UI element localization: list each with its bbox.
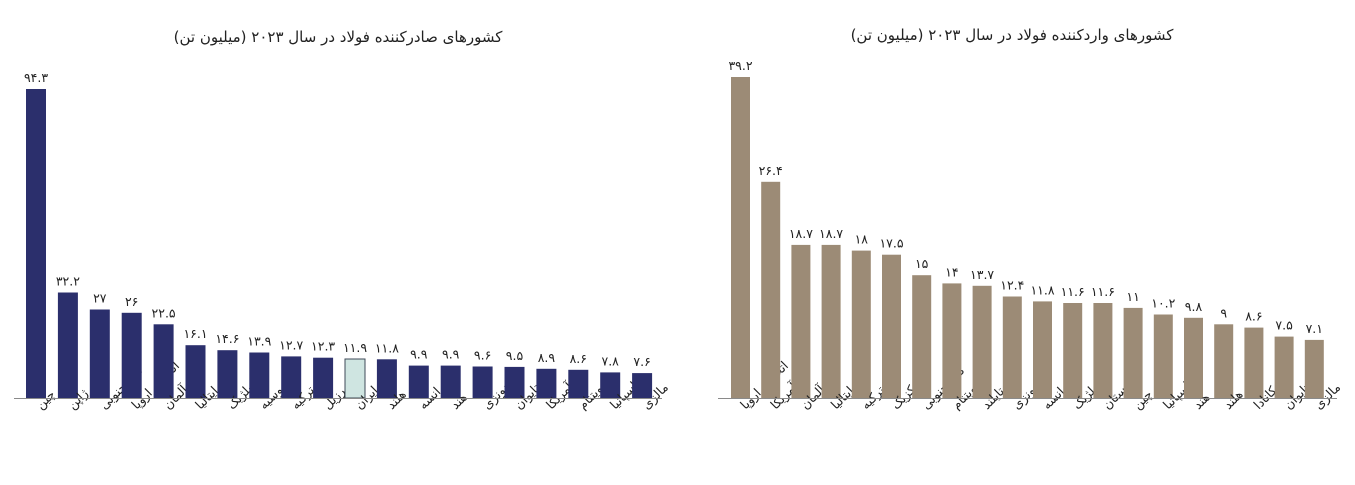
importers-bar: [1274, 336, 1294, 398]
importers-bar: [882, 254, 901, 398]
importers-bar: [942, 283, 962, 398]
importers-bar: [1184, 317, 1203, 399]
importers-value-label: ۱۴: [945, 264, 958, 279]
importers-value-label: ۱۲.۴: [1000, 278, 1024, 293]
exporters-value-label: ۱۶.۱: [183, 326, 207, 341]
importers-value-label: ۱۸: [855, 232, 869, 247]
exporters-value-label: ۹۴.۳: [24, 70, 48, 85]
chart-title-exporters: کشورهای صادرکننده فولاد در سال ۲۰۲۳ (میل…: [174, 28, 504, 46]
exporters-bar: [121, 312, 142, 398]
importers-bar: [1123, 307, 1143, 398]
importers-chart: ۳۹.۲اتحادیه اروپا۲۶.۴آمریکا۱۸.۷آلمان۱۸.۷…: [718, 58, 1344, 413]
exporters-value-label: ۱۳.۹: [247, 334, 271, 349]
exporters-value-label: ۲۶: [125, 294, 138, 309]
exporters-value-label: ۱۱.۹: [343, 340, 367, 355]
importers-bar: [912, 275, 932, 398]
exporters-bar: [217, 350, 238, 398]
importers-value-label: ۱۱: [1126, 289, 1139, 304]
exporters-bar: [26, 89, 46, 398]
exporters-value-label: ۹.۹: [410, 347, 428, 362]
importers-bar: [791, 244, 811, 398]
importers-bar: [761, 181, 781, 398]
importers-bar: [1093, 303, 1113, 398]
exporters-value-label: ۷.۶: [633, 354, 650, 369]
exporters-value-label: ۲۲.۵: [152, 305, 176, 320]
importers-bar: [1002, 296, 1022, 398]
exporters-value-label: ۹.۶: [474, 348, 491, 363]
importers-value-label: ۳۹.۲: [728, 58, 752, 73]
exporters-bar: [536, 368, 557, 398]
importers-bar: [972, 285, 992, 398]
importers-bar: [851, 250, 871, 398]
importers-bar: [1214, 324, 1234, 398]
exporters-bar: [408, 365, 429, 398]
exporters-bar: [568, 369, 589, 398]
importers-value-label: ۱۱.۸: [1030, 282, 1054, 297]
exporters-value-label: ۳۲.۲: [56, 274, 80, 289]
exporters-bar: [57, 292, 78, 398]
importers-value-label: ۹.۸: [1185, 299, 1203, 314]
exporters-bar: [440, 365, 461, 398]
exporters-value-label: ۸.۹: [538, 350, 556, 365]
exporters-bar: [472, 366, 493, 398]
exporters-value-label: ۱۲.۳: [311, 339, 335, 354]
exporters-bar: [281, 356, 302, 398]
exporters-value-label: ۹.۹: [442, 347, 460, 362]
exporters-bar: [376, 359, 397, 398]
exporters-bar: [249, 352, 270, 398]
importers-value-label: ۱۸.۷: [819, 226, 843, 241]
exporters-bar: [313, 357, 334, 398]
chart-title-importers: کشورهای واردکننده فولاد در سال ۲۰۲۳ (میل…: [851, 26, 1175, 44]
exporters-bar: [89, 309, 110, 398]
importers-value-label: ۲۶.۴: [759, 163, 783, 178]
exporters-bar: [185, 345, 206, 398]
exporters-value-label: ۹.۵: [506, 348, 524, 363]
importers-value-label: ۸.۶: [1245, 309, 1262, 324]
importers-value-label: ۱۰.۲: [1151, 296, 1175, 311]
exporters-value-label: ۱۴.۶: [215, 331, 239, 346]
importers-bar: [1304, 339, 1324, 398]
exporters-bar: [632, 373, 653, 398]
importers-value-label: ۱۱.۶: [1061, 284, 1085, 299]
exporters-bar: [600, 372, 621, 398]
importers-value-label: ۷.۱: [1306, 321, 1323, 336]
importers-value-label: ۱۷.۵: [879, 236, 903, 251]
exporters-value-label: ۱۲.۷: [279, 337, 303, 352]
importers-bar: [1153, 314, 1173, 398]
exporters-bar: [504, 366, 525, 398]
importers-value-label: ۱۳.۷: [970, 267, 994, 282]
importers-bar: [1244, 327, 1264, 398]
exporters-value-label: ۲۷: [93, 291, 107, 306]
importers-bar: [731, 77, 750, 398]
importers-value-label: ۱۵: [915, 256, 929, 271]
importers-value-label: ۱۸.۷: [789, 226, 813, 241]
importers-value-label: ۷.۵: [1275, 318, 1293, 333]
importers-value-label: ۱۱.۶: [1091, 284, 1115, 299]
exporters-bar: [153, 324, 174, 398]
importers-value-label: ۹: [1220, 305, 1227, 320]
importers-bar: [821, 244, 841, 398]
exporters-value-label: ۷.۸: [601, 353, 619, 368]
importers-bar: [1033, 301, 1052, 398]
exporters-value-label: ۸.۶: [570, 351, 587, 366]
exporters-value-label: ۱۱.۸: [375, 340, 399, 355]
importers-bar: [1063, 303, 1083, 398]
